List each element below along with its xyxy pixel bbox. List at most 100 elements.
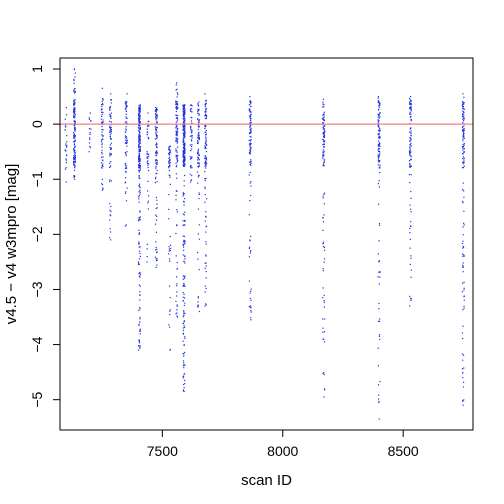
data-point <box>183 310 185 312</box>
point-cluster <box>175 82 179 318</box>
data-point <box>124 192 127 194</box>
data-point <box>248 104 251 106</box>
data-point <box>109 131 111 133</box>
data-point <box>177 160 179 162</box>
data-point <box>379 112 381 114</box>
data-point <box>250 127 252 130</box>
data-point <box>155 128 157 130</box>
data-point <box>146 156 148 158</box>
data-point <box>409 295 411 297</box>
data-point <box>409 149 411 151</box>
data-point <box>250 288 252 290</box>
data-point <box>461 145 464 148</box>
data-point <box>461 130 464 132</box>
data-point <box>322 149 324 151</box>
data-point <box>155 127 157 129</box>
data-point <box>378 400 380 403</box>
data-point <box>323 111 325 113</box>
data-point <box>74 154 76 156</box>
data-point <box>177 146 179 148</box>
data-point <box>183 112 185 114</box>
data-point <box>322 197 324 199</box>
data-point <box>109 179 111 181</box>
data-point <box>138 151 140 153</box>
data-point <box>463 137 465 140</box>
data-point <box>183 122 186 124</box>
data-point <box>249 124 251 126</box>
data-point <box>198 193 200 196</box>
data-point <box>139 321 141 323</box>
data-point <box>66 154 68 156</box>
data-point <box>176 283 178 285</box>
data-point <box>139 333 141 335</box>
point-cluster <box>189 104 193 183</box>
data-point <box>378 130 381 132</box>
data-point <box>139 330 141 332</box>
data-point <box>182 296 184 298</box>
data-point <box>183 284 185 286</box>
data-point <box>183 193 185 195</box>
data-point <box>462 93 464 95</box>
data-point <box>463 151 465 153</box>
data-point <box>183 120 185 122</box>
data-point <box>138 262 140 264</box>
data-point <box>322 114 324 116</box>
data-point <box>377 97 379 99</box>
data-point <box>176 155 178 158</box>
data-point <box>138 138 140 141</box>
data-point <box>198 101 200 103</box>
data-point <box>184 256 186 258</box>
data-point <box>378 137 380 139</box>
data-point <box>182 143 184 146</box>
data-point <box>102 165 104 168</box>
data-point <box>250 131 252 134</box>
data-point <box>324 318 326 320</box>
data-point <box>72 132 75 134</box>
data-point <box>463 162 465 164</box>
data-point <box>250 310 252 312</box>
data-point <box>110 142 112 144</box>
data-point <box>378 335 380 337</box>
data-point <box>198 164 200 166</box>
data-point <box>177 118 179 120</box>
data-point <box>138 176 140 178</box>
data-point <box>138 218 140 220</box>
data-point <box>196 159 199 161</box>
data-point <box>74 120 76 122</box>
data-point <box>169 165 171 167</box>
data-point <box>73 175 75 177</box>
data-point <box>137 349 140 351</box>
data-point <box>462 182 464 184</box>
data-point <box>73 103 75 105</box>
data-point <box>156 114 158 116</box>
data-point <box>249 136 251 138</box>
data-point <box>463 108 465 110</box>
data-point <box>175 300 177 303</box>
data-point <box>249 153 251 155</box>
data-point <box>139 193 141 195</box>
data-point <box>189 109 191 111</box>
data-point <box>183 320 185 322</box>
data-point <box>182 146 185 148</box>
data-point <box>183 344 185 346</box>
data-point <box>197 141 199 143</box>
data-point <box>378 156 380 158</box>
data-point <box>250 307 252 309</box>
data-point <box>378 147 380 150</box>
data-point <box>176 295 178 297</box>
data-point <box>191 140 193 142</box>
data-point <box>463 161 465 163</box>
data-point <box>248 214 250 216</box>
data-point <box>109 209 111 211</box>
data-point <box>176 315 178 317</box>
data-point <box>182 327 185 329</box>
data-point <box>155 119 157 121</box>
data-point <box>155 163 158 165</box>
data-point <box>197 182 199 184</box>
data-point <box>462 265 464 267</box>
data-point <box>138 186 141 188</box>
data-point <box>205 102 207 105</box>
data-point <box>410 115 412 118</box>
data-point <box>73 164 75 166</box>
data-point <box>138 324 140 327</box>
